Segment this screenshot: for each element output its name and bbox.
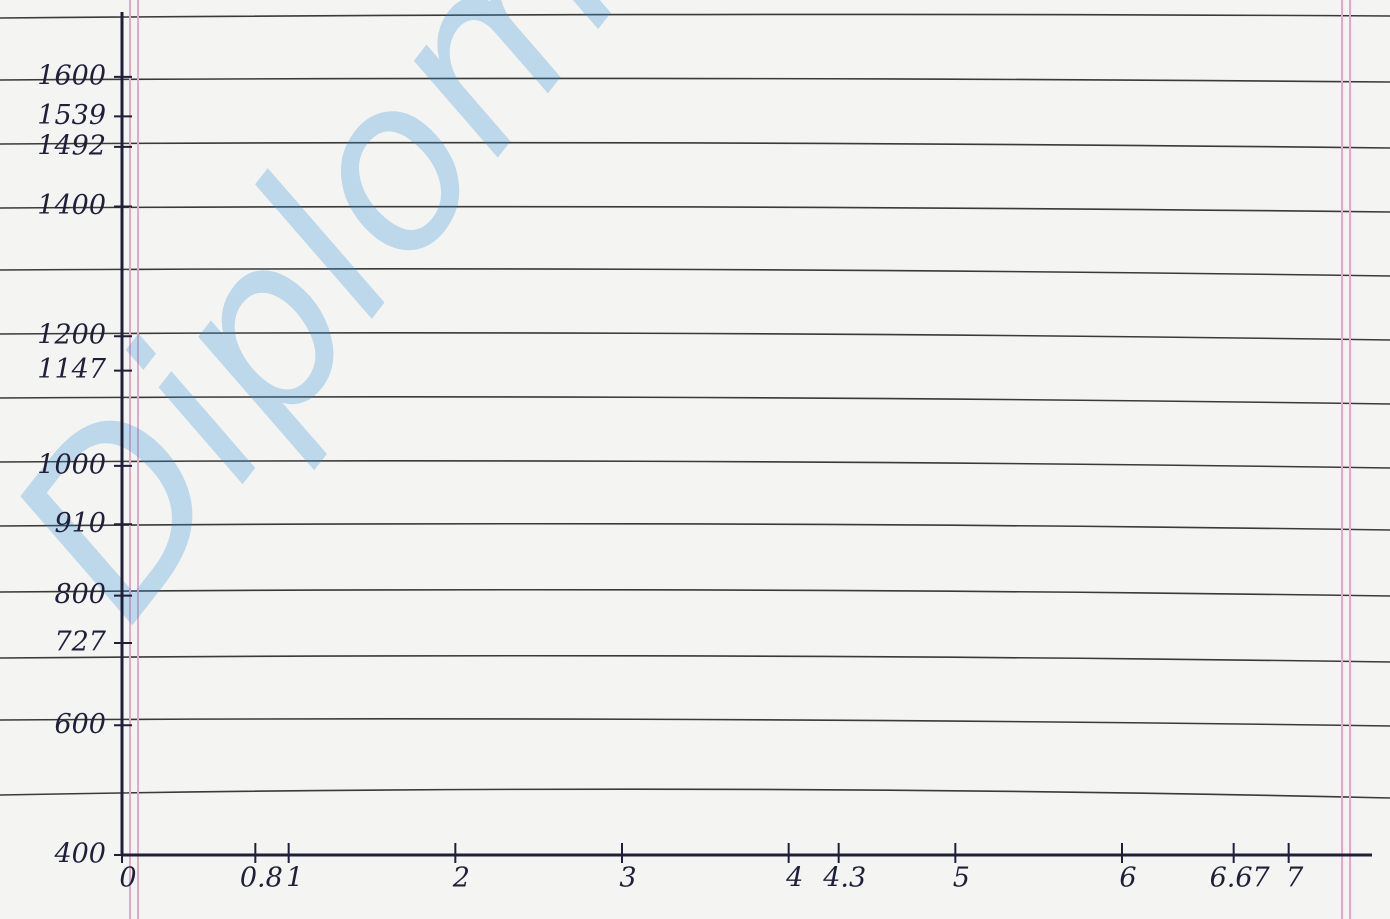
y-tick-label: 800: [54, 579, 106, 610]
notebook-page: Diplom 400600727800910100011471200140014…: [0, 0, 1390, 919]
x-tick-label: 0: [119, 863, 136, 894]
y-tick-label: 1600: [37, 60, 106, 91]
x-tick-label: 4.3: [822, 863, 866, 894]
y-tick-label: 400: [53, 839, 106, 870]
x-tick-label: 4: [785, 863, 803, 894]
x-tick-label: 3: [619, 863, 636, 894]
y-tick-label: 1200: [37, 320, 106, 351]
y-tick-label: 1400: [37, 190, 106, 221]
y-tick-label: 1539: [37, 100, 106, 131]
y-tick-label: 600: [54, 709, 106, 740]
y-tick-label: 1147: [37, 354, 107, 385]
x-tick-label: 6.67: [1210, 863, 1271, 894]
x-tick-label: 0.8: [240, 863, 283, 894]
x-tick-label: 7: [1286, 863, 1304, 894]
x-tick-label: 5: [953, 863, 970, 894]
y-tick-label: 1000: [37, 449, 106, 480]
x-tick-label: 6: [1119, 863, 1136, 894]
x-tick-label: 2: [452, 863, 470, 894]
y-tick-label: 1492: [37, 130, 106, 161]
y-tick-label: 910: [54, 508, 106, 539]
x-tick-label: 1: [286, 863, 303, 894]
y-tick-label: 727: [54, 626, 106, 657]
